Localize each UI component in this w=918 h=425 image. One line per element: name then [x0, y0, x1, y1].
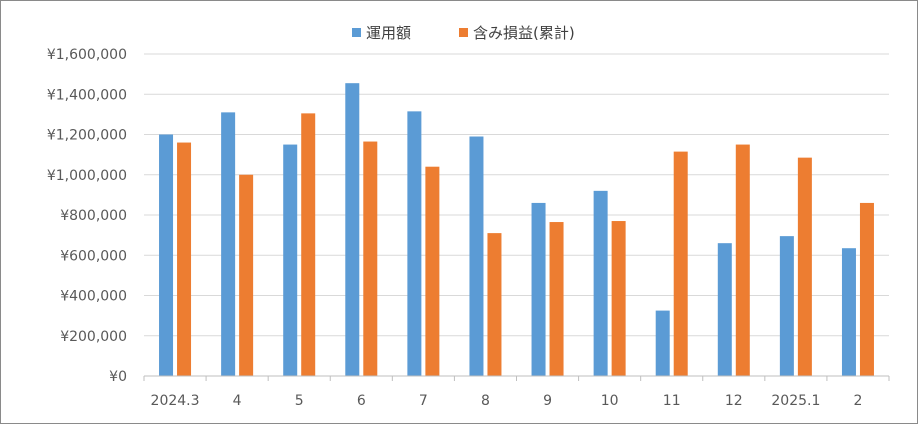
y-tick-label: ¥1,400,000: [47, 87, 127, 103]
x-tick-label: 11: [663, 393, 681, 409]
x-tick-label: 9: [543, 393, 552, 409]
x-axis: [143, 375, 890, 381]
bar-fukumi-soneki-11: [859, 202, 874, 376]
x-tick-label: 4: [233, 393, 242, 409]
y-tick-label: ¥200,000: [60, 329, 127, 345]
y-axis-tick-labels: ¥0 ¥200,000 ¥400,000 ¥600,000 ¥800,000 ¥1,000…: [47, 47, 127, 385]
bar-unyougaku-1: [221, 112, 236, 377]
bar-fukumi-soneki-2: [301, 113, 316, 377]
x-tick-label: 2025.1: [771, 393, 820, 409]
bar-unyougaku-2: [283, 144, 298, 376]
gridlines: [144, 53, 889, 337]
bar-fukumi-soneki-4: [425, 166, 440, 376]
bar-unyougaku-7: [593, 190, 608, 376]
y-tick-label: ¥400,000: [60, 289, 127, 305]
bar-fukumi-soneki-5: [487, 233, 502, 376]
y-tick-label: ¥1,200,000: [47, 128, 127, 144]
x-tick-label: 12: [725, 393, 743, 409]
bar-fukumi-soneki-8: [673, 151, 688, 376]
bar-unyougaku-3: [345, 83, 360, 377]
bar-unyougaku-11: [841, 248, 856, 376]
bar-unyougaku-6: [531, 202, 546, 376]
y-tick-label: ¥1,600,000: [47, 47, 127, 63]
y-tick-label: ¥0: [109, 369, 127, 385]
bar-unyougaku-9: [717, 243, 732, 376]
legend-label-0: 運用額: [366, 24, 411, 42]
legend-label-1: 含み損益(累計): [473, 24, 575, 42]
x-tick-label: 2: [853, 393, 862, 409]
legend-swatch-0: [352, 28, 361, 37]
y-tick-label: ¥1,000,000: [47, 168, 127, 184]
bar-fukumi-soneki-6: [549, 222, 564, 376]
bar-fukumi-soneki-7: [611, 221, 626, 376]
bar-fukumi-soneki-9: [735, 144, 750, 376]
x-axis-tick-labels: 2024.3 4 5 6 7 8 9 10 11 12 2025.1 2: [151, 393, 863, 409]
bars: [159, 83, 874, 377]
x-tick-label: 8: [481, 393, 490, 409]
legend-swatch-1: [459, 28, 468, 37]
x-tick-label: 10: [601, 393, 619, 409]
bar-unyougaku-0: [159, 134, 174, 376]
y-tick-label: ¥600,000: [60, 248, 127, 264]
bar-fukumi-soneki-1: [239, 174, 254, 376]
x-tick-label: 6: [357, 393, 366, 409]
bar-fukumi-soneki-3: [363, 141, 378, 376]
bar-unyougaku-10: [779, 236, 794, 376]
bar-fukumi-soneki-10: [797, 157, 812, 376]
x-tick-label: 5: [295, 393, 304, 409]
x-tick-label: 7: [419, 393, 428, 409]
bar-fukumi-soneki-0: [177, 142, 192, 376]
y-tick-label: ¥800,000: [60, 208, 127, 224]
bar-unyougaku-5: [469, 136, 484, 376]
legend: 運用額 含み損益(累計): [352, 24, 575, 42]
bar-unyougaku-4: [407, 111, 422, 376]
bar-unyougaku-8: [655, 310, 670, 376]
x-tick-label: 2024.3: [151, 393, 200, 409]
